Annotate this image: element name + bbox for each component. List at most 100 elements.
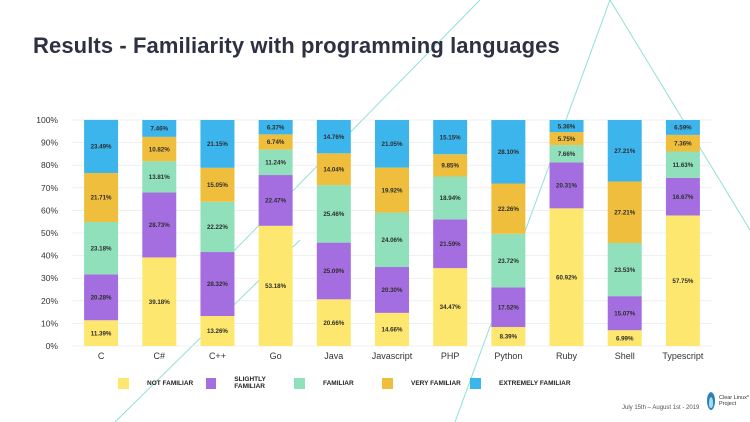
bar-segment xyxy=(607,242,642,297)
bar-segment xyxy=(258,134,293,150)
legend-item-familiar: FAMILIAR xyxy=(294,376,382,390)
bar-segment xyxy=(491,287,526,328)
bar-segment xyxy=(665,177,700,216)
data-label: 25.46% xyxy=(323,211,344,218)
footer-date: July 15th – August 1st - 2019 xyxy=(622,405,700,411)
data-label: 14.76% xyxy=(323,134,344,141)
y-tick-label: 30% xyxy=(41,273,58,283)
bar-segment xyxy=(549,132,584,146)
data-label: 7.66% xyxy=(558,151,576,158)
legend-item-slightly-familiar: SLIGHTLY FAMILIAR xyxy=(206,376,294,390)
x-axis: C C# C++ Go Java Javascript PHP Python Ruby Shell… xyxy=(98,351,704,361)
y-tick-label: 60% xyxy=(41,205,58,215)
legend-item-extremely-familiar: EXTREMELY FAMILIAR xyxy=(470,376,580,390)
y-tick-label: 10% xyxy=(41,318,58,328)
bar-segment xyxy=(142,136,177,162)
data-label: 20.31% xyxy=(556,183,577,190)
bar-segment xyxy=(84,222,119,275)
data-label: 7.46% xyxy=(150,126,168,133)
data-label: 28.10% xyxy=(498,149,519,156)
data-label: 5.36% xyxy=(558,123,576,130)
legend-label: EXTREMELY FAMILIAR xyxy=(499,379,571,387)
bar-segment xyxy=(375,266,409,313)
data-label: 17.52% xyxy=(498,304,519,311)
x-tick-label: C++ xyxy=(209,351,226,361)
bar-segment xyxy=(316,299,351,346)
bar-segment xyxy=(316,185,351,243)
data-label: 27.21% xyxy=(614,209,635,216)
data-label: 27.21% xyxy=(614,148,635,155)
bar-segment xyxy=(491,327,526,346)
chart-bars: 11.39% 20.28% 23.18% 21.71% 23.49% 39.18% 28.7… xyxy=(84,119,700,346)
data-label: 23.72% xyxy=(498,258,519,265)
data-label: 14.04% xyxy=(323,166,344,173)
data-label: 10.82% xyxy=(149,146,170,153)
data-label: 22.26% xyxy=(498,206,519,213)
bar-segment xyxy=(142,192,177,258)
data-label: 39.18% xyxy=(149,299,170,306)
bar-segment xyxy=(549,208,584,346)
data-label: 6.74% xyxy=(267,139,285,146)
data-label: 16.67% xyxy=(672,194,693,201)
legend-swatch xyxy=(206,377,217,389)
bar-segment xyxy=(607,296,642,331)
penguin-logo-icon xyxy=(707,392,715,410)
chart-legend: NOT FAMILIAR SLIGHTLY FAMILIAR FAMILIAR … xyxy=(118,376,580,390)
data-label: 19.92% xyxy=(382,187,403,194)
legend-swatch xyxy=(470,377,481,389)
legend-swatch xyxy=(382,377,393,389)
bar-segment xyxy=(491,233,526,288)
y-tick-label: 70% xyxy=(41,183,58,193)
bar-segment xyxy=(375,312,409,346)
data-label: 15.07% xyxy=(614,310,635,317)
legend-swatch xyxy=(118,377,129,389)
data-label: 13.26% xyxy=(207,328,228,335)
bar-segment xyxy=(200,120,235,168)
bar-segment xyxy=(142,161,177,193)
data-label: 11.63% xyxy=(673,162,694,169)
bar-segment xyxy=(84,172,119,223)
y-tick-label: 50% xyxy=(41,228,58,238)
clear-linux-logo: Clear Linux* Project xyxy=(706,392,749,410)
bar-segment xyxy=(375,212,409,267)
data-label: 15.05% xyxy=(207,182,228,189)
bar-segment xyxy=(607,181,642,243)
bar-segment xyxy=(258,120,293,135)
bar-segment xyxy=(258,225,293,346)
data-label: 6.99% xyxy=(616,335,634,342)
bar-segment xyxy=(665,151,700,178)
bar-segment xyxy=(375,120,409,168)
legend-item-very-familiar: VERY FAMILIAR xyxy=(382,376,470,390)
data-label: 34.47% xyxy=(440,304,461,311)
data-label: 5.75% xyxy=(558,136,576,143)
y-tick-label: 90% xyxy=(41,138,58,148)
data-label: 13.81% xyxy=(149,174,170,181)
x-tick-label: C xyxy=(98,351,105,361)
data-label: 21.71% xyxy=(91,195,112,202)
bar-segment xyxy=(316,242,351,300)
bar-segment xyxy=(142,120,177,137)
data-label: 23.49% xyxy=(91,144,112,151)
data-label: 11.24% xyxy=(265,160,286,167)
x-tick-label: Shell xyxy=(615,351,635,361)
x-tick-label: PHP xyxy=(441,351,460,361)
y-tick-label: 80% xyxy=(41,160,58,170)
x-tick-label: Python xyxy=(494,351,522,361)
data-label: 23.18% xyxy=(91,245,112,252)
bar-segment xyxy=(607,330,642,346)
bar-segment xyxy=(433,176,468,220)
legend-label: SLIGHTLY FAMILIAR xyxy=(234,376,266,390)
logo-text-line: Clear Linux* xyxy=(719,395,749,401)
legend-swatch xyxy=(294,377,305,389)
data-label: 11.39% xyxy=(91,330,112,337)
legend-label: FAMILIAR xyxy=(323,379,354,387)
bar-segment xyxy=(84,320,119,346)
bar-segment xyxy=(491,183,526,234)
x-tick-label: C# xyxy=(154,351,166,361)
y-tick-label: 100% xyxy=(36,115,58,125)
data-label: 21.59% xyxy=(440,241,461,248)
data-label: 20.30% xyxy=(382,287,403,294)
data-label: 20.66% xyxy=(323,320,344,327)
decor-line xyxy=(454,0,611,422)
bar-segment xyxy=(258,149,293,176)
